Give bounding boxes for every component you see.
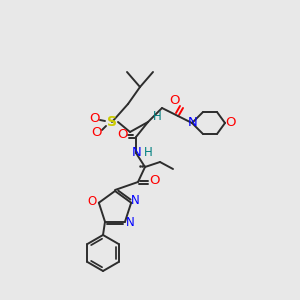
Text: O: O xyxy=(170,94,180,107)
Text: N: N xyxy=(126,216,134,229)
Text: O: O xyxy=(226,116,236,130)
Text: H: H xyxy=(144,146,152,158)
Text: N: N xyxy=(188,116,198,130)
Text: N: N xyxy=(131,194,140,207)
Text: H: H xyxy=(153,110,161,124)
Text: S: S xyxy=(107,115,117,129)
Text: O: O xyxy=(149,173,159,187)
Text: O: O xyxy=(89,112,99,125)
Text: O: O xyxy=(87,195,97,208)
Text: O: O xyxy=(117,128,127,142)
Text: N: N xyxy=(132,146,142,160)
Text: O: O xyxy=(91,125,101,139)
